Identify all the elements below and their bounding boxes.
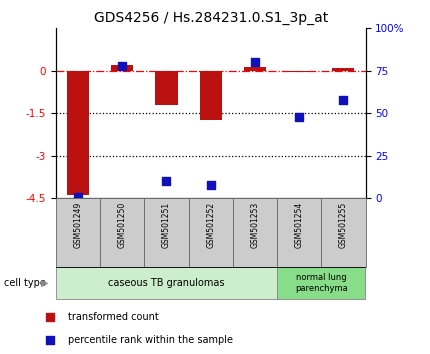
Bar — [200, 71, 222, 120]
Point — [207, 182, 214, 188]
Text: GSM501255: GSM501255 — [339, 202, 348, 248]
Bar — [111, 65, 133, 71]
Point — [296, 114, 303, 120]
Point — [46, 314, 53, 320]
Bar — [244, 67, 266, 71]
Bar — [321, 198, 366, 267]
Text: GSM501253: GSM501253 — [250, 202, 259, 248]
Bar — [277, 267, 366, 299]
Text: normal lung
parenchyma: normal lung parenchyma — [295, 274, 347, 293]
Bar — [67, 71, 89, 195]
Text: GSM501251: GSM501251 — [162, 202, 171, 248]
Point — [252, 59, 258, 65]
Title: GDS4256 / Hs.284231.0.S1_3p_at: GDS4256 / Hs.284231.0.S1_3p_at — [94, 11, 328, 24]
Bar — [277, 198, 321, 267]
Bar — [56, 267, 277, 299]
Bar — [56, 198, 100, 267]
Text: GSM501249: GSM501249 — [74, 202, 83, 248]
Text: caseous TB granulomas: caseous TB granulomas — [108, 278, 225, 288]
Text: GSM501254: GSM501254 — [295, 202, 304, 248]
Point — [163, 178, 170, 184]
Bar — [189, 198, 233, 267]
Point — [74, 194, 81, 199]
Text: GSM501250: GSM501250 — [118, 202, 127, 248]
Bar — [155, 71, 178, 105]
Bar — [288, 71, 310, 72]
Text: cell type: cell type — [4, 278, 46, 288]
Point — [119, 63, 126, 69]
Text: ▶: ▶ — [41, 278, 48, 288]
Bar — [144, 198, 189, 267]
Text: GSM501252: GSM501252 — [206, 202, 215, 248]
Point — [340, 97, 347, 103]
Bar — [233, 198, 277, 267]
Text: transformed count: transformed count — [68, 312, 159, 322]
Point — [46, 337, 53, 343]
Text: percentile rank within the sample: percentile rank within the sample — [68, 335, 233, 346]
Bar — [332, 68, 354, 71]
Bar — [100, 198, 144, 267]
